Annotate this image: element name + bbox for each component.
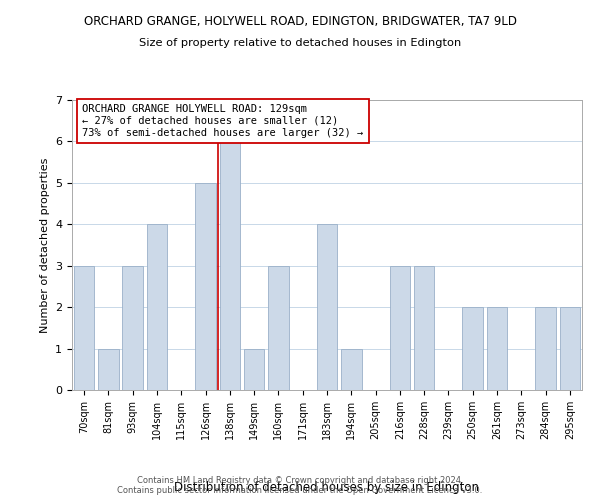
Text: Contains HM Land Registry data © Crown copyright and database right 2024.
Contai: Contains HM Land Registry data © Crown c…	[118, 476, 482, 495]
Bar	[535, 307, 556, 390]
Bar	[487, 307, 508, 390]
Bar	[317, 224, 337, 390]
Bar	[341, 348, 362, 390]
Bar	[268, 266, 289, 390]
Text: Size of property relative to detached houses in Edington: Size of property relative to detached ho…	[139, 38, 461, 48]
X-axis label: Distribution of detached houses by size in Edington: Distribution of detached houses by size …	[175, 481, 479, 494]
Bar	[195, 183, 216, 390]
Bar	[74, 266, 94, 390]
Bar	[389, 266, 410, 390]
Y-axis label: Number of detached properties: Number of detached properties	[40, 158, 50, 332]
Bar	[122, 266, 143, 390]
Bar	[244, 348, 265, 390]
Bar	[98, 348, 119, 390]
Bar	[146, 224, 167, 390]
Bar	[414, 266, 434, 390]
Bar	[220, 142, 240, 390]
Bar	[560, 307, 580, 390]
Bar	[463, 307, 483, 390]
Text: ORCHARD GRANGE HOLYWELL ROAD: 129sqm
← 27% of detached houses are smaller (12)
7: ORCHARD GRANGE HOLYWELL ROAD: 129sqm ← 2…	[82, 104, 364, 138]
Text: ORCHARD GRANGE, HOLYWELL ROAD, EDINGTON, BRIDGWATER, TA7 9LD: ORCHARD GRANGE, HOLYWELL ROAD, EDINGTON,…	[83, 15, 517, 28]
